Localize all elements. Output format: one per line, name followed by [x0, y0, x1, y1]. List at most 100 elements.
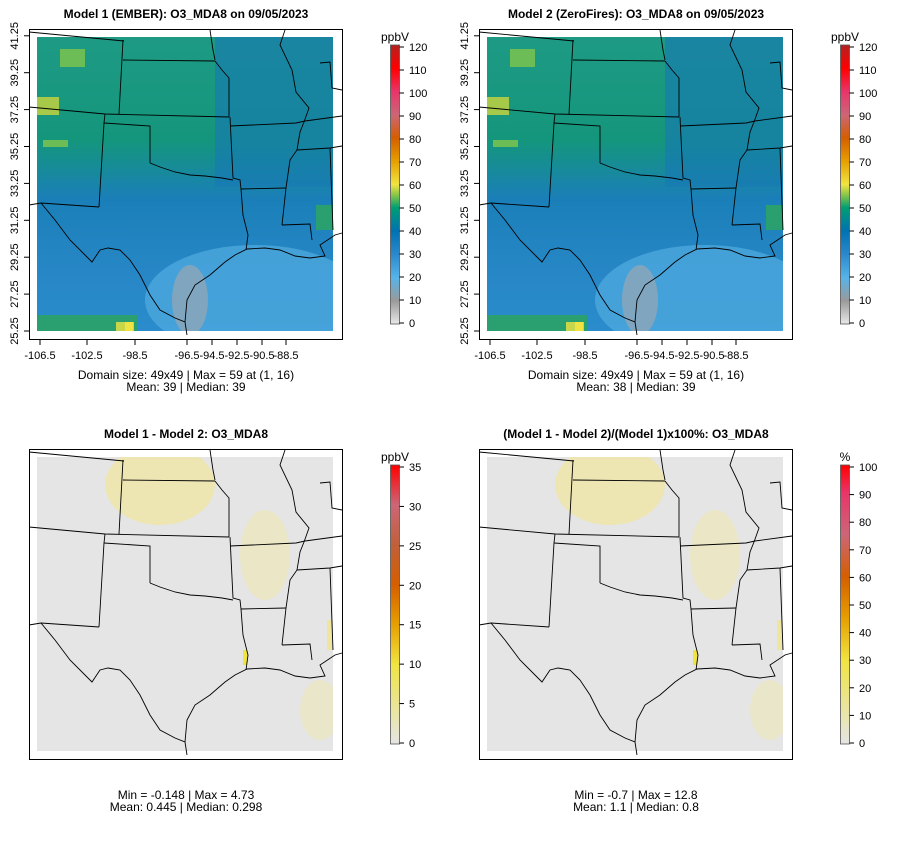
state-boundary: [690, 607, 737, 610]
y-tick-label: 39.25: [9, 59, 21, 87]
state-boundaries: [478, 29, 793, 336]
colorbar-tick-label: 20: [859, 683, 871, 695]
caption-line-1: Min = -0.7 | Max = 12.8: [574, 788, 698, 802]
colorbar-tick-label: 30: [859, 249, 871, 261]
diff-positive-area: [327, 620, 332, 650]
map-panel-2: Model 2 (ZeroFires): O3_MDA8 on 09/05/20…: [459, 7, 878, 394]
diff-positive-area: [750, 680, 783, 740]
state-boundary: [214, 480, 230, 537]
state-boundary: [769, 61, 793, 91]
state-boundary: [240, 188, 249, 251]
colorbar-tick-label: 40: [409, 226, 421, 238]
x-tick-label: -90.5: [699, 350, 724, 362]
caption-line-1: Domain size: 49x49 | Max = 59 at (1, 16): [78, 368, 294, 382]
colorbar-tick-label: 90: [859, 111, 871, 123]
state-boundary: [103, 122, 151, 163]
state-boundary: [103, 542, 151, 583]
colorbar: ppbV 0 10 20 30 40 50 60 70 80 90 100 110 120: [831, 30, 877, 330]
state-boundary: [184, 652, 343, 743]
state-boundary: [478, 451, 575, 462]
plot-frame: [29, 29, 343, 340]
colorbar-tick-label: 40: [859, 226, 871, 238]
colorbar-tick-label: 0: [409, 318, 415, 330]
colorbar: ppbV 0 10 20 30 40 50 60 70 80 90 100 110 120: [381, 30, 427, 330]
state-boundary: [779, 147, 784, 231]
state-boundary: [118, 39, 124, 115]
ozone-region: [766, 205, 783, 230]
colorbar-tick-label: 120: [409, 42, 427, 54]
ozone-high-patch: [60, 49, 85, 67]
caption-line-2: Mean: 38 | Median: 39: [576, 380, 696, 394]
ozone-region: [316, 205, 333, 230]
colorbar-tick-label: 100: [409, 88, 427, 100]
colorbar-unit: ppbV: [381, 30, 409, 44]
diff-max-cell: [243, 650, 247, 665]
state-boundary: [281, 643, 313, 661]
coastal-low-ozone: [622, 265, 658, 331]
state-boundary: [304, 535, 343, 542]
ozone-max-cell: [125, 322, 133, 331]
state-boundaries: [28, 449, 343, 756]
state-boundary: [659, 29, 666, 61]
colorbar-tick-label: 90: [409, 111, 421, 123]
state-boundary: [28, 451, 125, 462]
state-boundary: [118, 459, 124, 535]
colorbar: % 0 10 20 30 40 50 60 70 80 90 100: [840, 450, 878, 750]
state-boundary: [690, 188, 699, 251]
ozone-high-patch: [487, 97, 509, 115]
colorbar-tick-label: 10: [409, 295, 421, 307]
colorbar-tick-label: 110: [409, 65, 427, 77]
state-boundary: [599, 162, 684, 181]
colorbar-tick-label: 80: [859, 517, 871, 529]
ozone-high-patch: [43, 140, 68, 147]
state-boundary: [490, 622, 638, 756]
map-panel-3: Model 1 - Model 2: O3_MDA8 Min = -0.148 |…: [28, 427, 421, 814]
state-boundary: [149, 582, 234, 601]
panel-title: Model 1 (EMBER): O3_MDA8 on 09/05/2023: [64, 7, 309, 21]
colorbar-tick-label: 15: [409, 620, 421, 632]
y-tick-label: 35.25: [9, 133, 21, 161]
state-boundary: [490, 202, 638, 336]
state-boundary: [240, 608, 249, 671]
diff-positive-area: [777, 620, 782, 650]
ozone-region: [665, 37, 783, 187]
state-boundary: [214, 60, 230, 117]
colorbar-tick-label: 80: [409, 134, 421, 146]
y-tick-label: 39.25: [459, 59, 471, 87]
colorbar-tick-label: 50: [859, 203, 871, 215]
y-tick-label: 31.25: [9, 207, 21, 235]
y-tick-label: 27.25: [459, 280, 471, 308]
colorbar-tick-label: 70: [859, 545, 871, 557]
state-boundary: [319, 61, 343, 91]
state-boundary: [229, 120, 306, 127]
colorbar-tick-label: 70: [859, 157, 871, 169]
map-field: [37, 457, 333, 751]
state-boundary: [209, 449, 216, 481]
x-tick-label: -92.5: [674, 350, 699, 362]
ozone-region: [487, 315, 587, 331]
colorbar-gradient: [390, 44, 400, 325]
y-tick-label: 27.25: [9, 280, 21, 308]
y-tick-label: 29.25: [459, 243, 471, 271]
state-boundary: [664, 480, 680, 537]
x-tick-label: -102.5: [521, 350, 552, 362]
state-boundary: [769, 481, 793, 511]
colorbar-gradient: [840, 44, 850, 325]
map-panel-4: (Model 1 - Model 2)/(Model 1)x100%: O3_M…: [478, 427, 878, 814]
y-tick-label: 29.25: [9, 243, 21, 271]
x-tick-label: -94.5: [649, 350, 674, 362]
state-boundary: [572, 59, 666, 62]
state-boundary: [690, 187, 737, 190]
colorbar-tick-label: 60: [409, 180, 421, 192]
colorbar-tick-label: 0: [859, 738, 865, 750]
state-boundary: [731, 643, 763, 661]
x-tick-label: -92.5: [224, 350, 249, 362]
colorbar-unit: %: [840, 450, 851, 464]
state-boundary: [149, 162, 234, 181]
state-boundary: [478, 31, 575, 42]
state-boundary: [664, 60, 680, 117]
x-tick-label: -94.5: [199, 350, 224, 362]
colorbar-tick-label: 20: [859, 272, 871, 284]
map-panel-1: Model 1 (EMBER): O3_MDA8 on 09/05/2023 -1…: [9, 7, 428, 394]
state-boundary: [729, 29, 760, 226]
